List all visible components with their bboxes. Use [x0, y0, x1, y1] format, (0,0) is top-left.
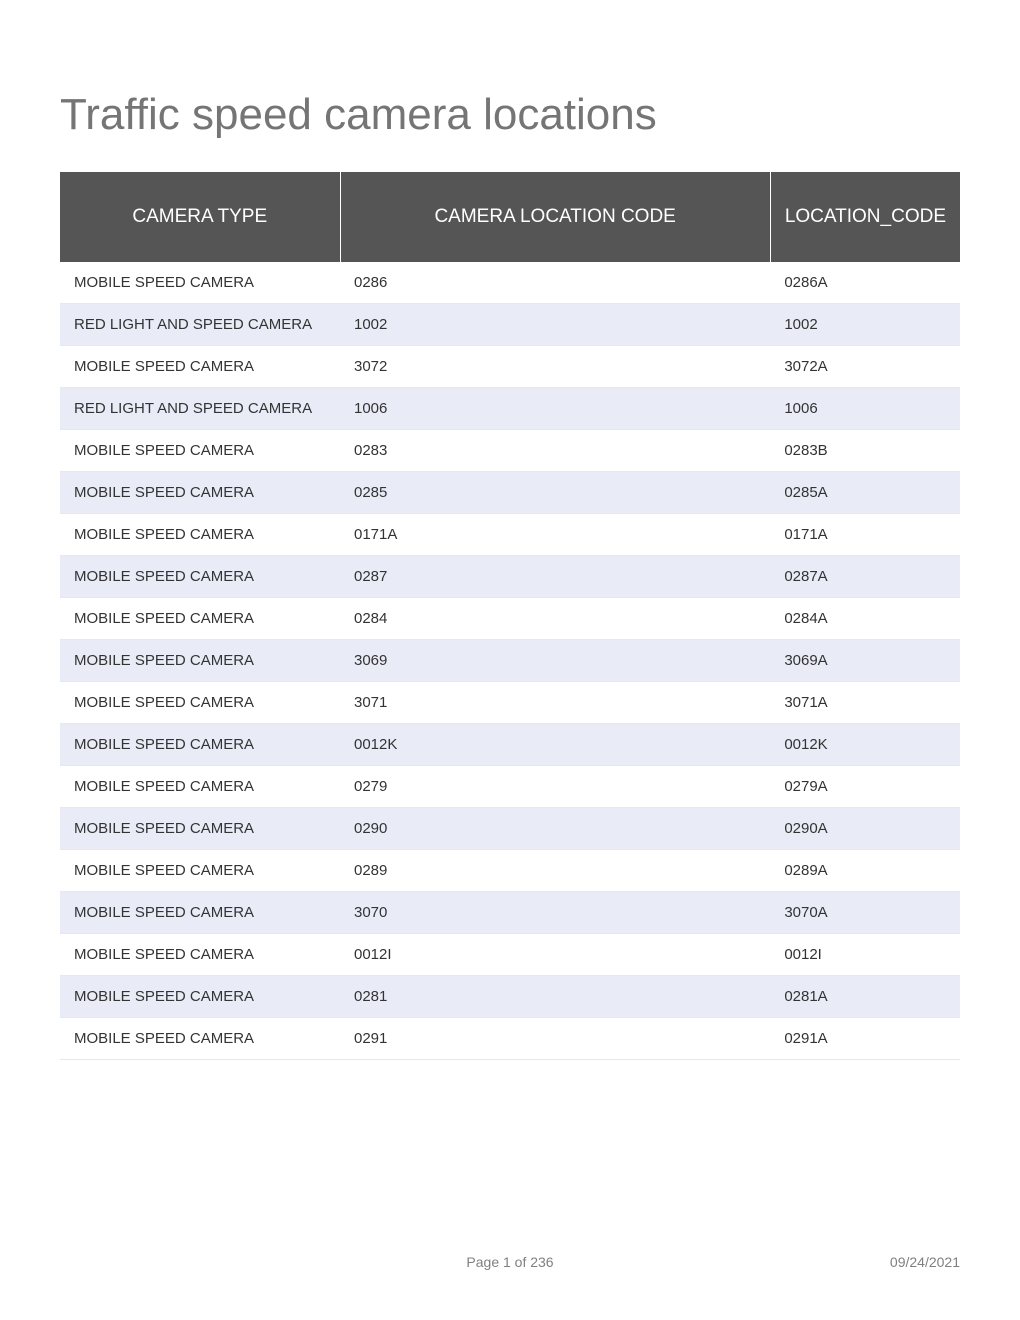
- table-cell: 1006: [340, 388, 770, 430]
- table-cell: 0291A: [770, 1018, 960, 1060]
- table-cell: MOBILE SPEED CAMERA: [60, 892, 340, 934]
- table-cell: 0279A: [770, 766, 960, 808]
- table-cell: MOBILE SPEED CAMERA: [60, 598, 340, 640]
- table-cell: 0285A: [770, 472, 960, 514]
- table-row: MOBILE SPEED CAMERA02830283B: [60, 430, 960, 472]
- table-cell: 0012K: [770, 724, 960, 766]
- page-number: Page 1 of 236: [60, 1254, 960, 1270]
- table-row: MOBILE SPEED CAMERA02870287A: [60, 556, 960, 598]
- table-cell: MOBILE SPEED CAMERA: [60, 976, 340, 1018]
- table-cell: 0281: [340, 976, 770, 1018]
- table-cell: RED LIGHT AND SPEED CAMERA: [60, 388, 340, 430]
- table-cell: 0287A: [770, 556, 960, 598]
- table-row: MOBILE SPEED CAMERA0171A0171A: [60, 514, 960, 556]
- table-cell: 0291: [340, 1018, 770, 1060]
- page-title: Traffic speed camera locations: [60, 90, 960, 140]
- table-cell: 0283B: [770, 430, 960, 472]
- col-header-camera-type: CAMERA TYPE: [60, 172, 340, 262]
- table-cell: MOBILE SPEED CAMERA: [60, 850, 340, 892]
- table-cell: 3070A: [770, 892, 960, 934]
- col-header-camera-location-code: CAMERA LOCATION CODE: [340, 172, 770, 262]
- table-cell: MOBILE SPEED CAMERA: [60, 346, 340, 388]
- table-row: MOBILE SPEED CAMERA02890289A: [60, 850, 960, 892]
- table-header-row: CAMERA TYPE CAMERA LOCATION CODE LOCATIO…: [60, 172, 960, 262]
- table-cell: 0012I: [340, 934, 770, 976]
- table-cell: MOBILE SPEED CAMERA: [60, 430, 340, 472]
- table-cell: MOBILE SPEED CAMERA: [60, 514, 340, 556]
- table-cell: 3071: [340, 682, 770, 724]
- table-cell: 0171A: [770, 514, 960, 556]
- table-row: MOBILE SPEED CAMERA30723072A: [60, 346, 960, 388]
- table-cell: 0279: [340, 766, 770, 808]
- page-footer: Page 1 of 236 09/24/2021: [60, 1254, 960, 1270]
- col-header-location-code: LOCATION_CODE: [770, 172, 960, 262]
- table-cell: 0285: [340, 472, 770, 514]
- table-row: MOBILE SPEED CAMERA0012I0012I: [60, 934, 960, 976]
- table-row: MOBILE SPEED CAMERA02860286A: [60, 262, 960, 304]
- table-cell: 0289: [340, 850, 770, 892]
- table-cell: 1002: [770, 304, 960, 346]
- table-row: MOBILE SPEED CAMERA02790279A: [60, 766, 960, 808]
- table-row: MOBILE SPEED CAMERA02850285A: [60, 472, 960, 514]
- table-cell: 1006: [770, 388, 960, 430]
- table-cell: 0290: [340, 808, 770, 850]
- table-row: RED LIGHT AND SPEED CAMERA10021002: [60, 304, 960, 346]
- table-cell: MOBILE SPEED CAMERA: [60, 1018, 340, 1060]
- table-cell: 0284: [340, 598, 770, 640]
- table-cell: 0283: [340, 430, 770, 472]
- table-row: MOBILE SPEED CAMERA02900290A: [60, 808, 960, 850]
- table-cell: MOBILE SPEED CAMERA: [60, 934, 340, 976]
- table-row: MOBILE SPEED CAMERA0012K0012K: [60, 724, 960, 766]
- table-cell: 3069A: [770, 640, 960, 682]
- table-cell: MOBILE SPEED CAMERA: [60, 262, 340, 304]
- table-cell: 3070: [340, 892, 770, 934]
- table-cell: 0284A: [770, 598, 960, 640]
- table-cell: 3071A: [770, 682, 960, 724]
- table-cell: 3072: [340, 346, 770, 388]
- table-cell: 0286: [340, 262, 770, 304]
- table-row: MOBILE SPEED CAMERA02810281A: [60, 976, 960, 1018]
- table-cell: RED LIGHT AND SPEED CAMERA: [60, 304, 340, 346]
- table-cell: 3069: [340, 640, 770, 682]
- table-row: MOBILE SPEED CAMERA30713071A: [60, 682, 960, 724]
- table-cell: MOBILE SPEED CAMERA: [60, 766, 340, 808]
- table-cell: 0012I: [770, 934, 960, 976]
- camera-table: CAMERA TYPE CAMERA LOCATION CODE LOCATIO…: [60, 172, 960, 1060]
- table-cell: 0290A: [770, 808, 960, 850]
- table-row: MOBILE SPEED CAMERA02840284A: [60, 598, 960, 640]
- table-cell: 0286A: [770, 262, 960, 304]
- table-row: MOBILE SPEED CAMERA02910291A: [60, 1018, 960, 1060]
- table-cell: MOBILE SPEED CAMERA: [60, 640, 340, 682]
- table-row: MOBILE SPEED CAMERA30703070A: [60, 892, 960, 934]
- table-cell: 0171A: [340, 514, 770, 556]
- table-cell: 0287: [340, 556, 770, 598]
- table-cell: 0281A: [770, 976, 960, 1018]
- table-row: RED LIGHT AND SPEED CAMERA10061006: [60, 388, 960, 430]
- table-cell: 0012K: [340, 724, 770, 766]
- table-cell: 3072A: [770, 346, 960, 388]
- table-cell: MOBILE SPEED CAMERA: [60, 472, 340, 514]
- table-cell: 1002: [340, 304, 770, 346]
- table-cell: MOBILE SPEED CAMERA: [60, 808, 340, 850]
- table-row: MOBILE SPEED CAMERA30693069A: [60, 640, 960, 682]
- table-cell: 0289A: [770, 850, 960, 892]
- table-cell: MOBILE SPEED CAMERA: [60, 682, 340, 724]
- table-cell: MOBILE SPEED CAMERA: [60, 724, 340, 766]
- table-body: MOBILE SPEED CAMERA02860286ARED LIGHT AN…: [60, 262, 960, 1060]
- table-cell: MOBILE SPEED CAMERA: [60, 556, 340, 598]
